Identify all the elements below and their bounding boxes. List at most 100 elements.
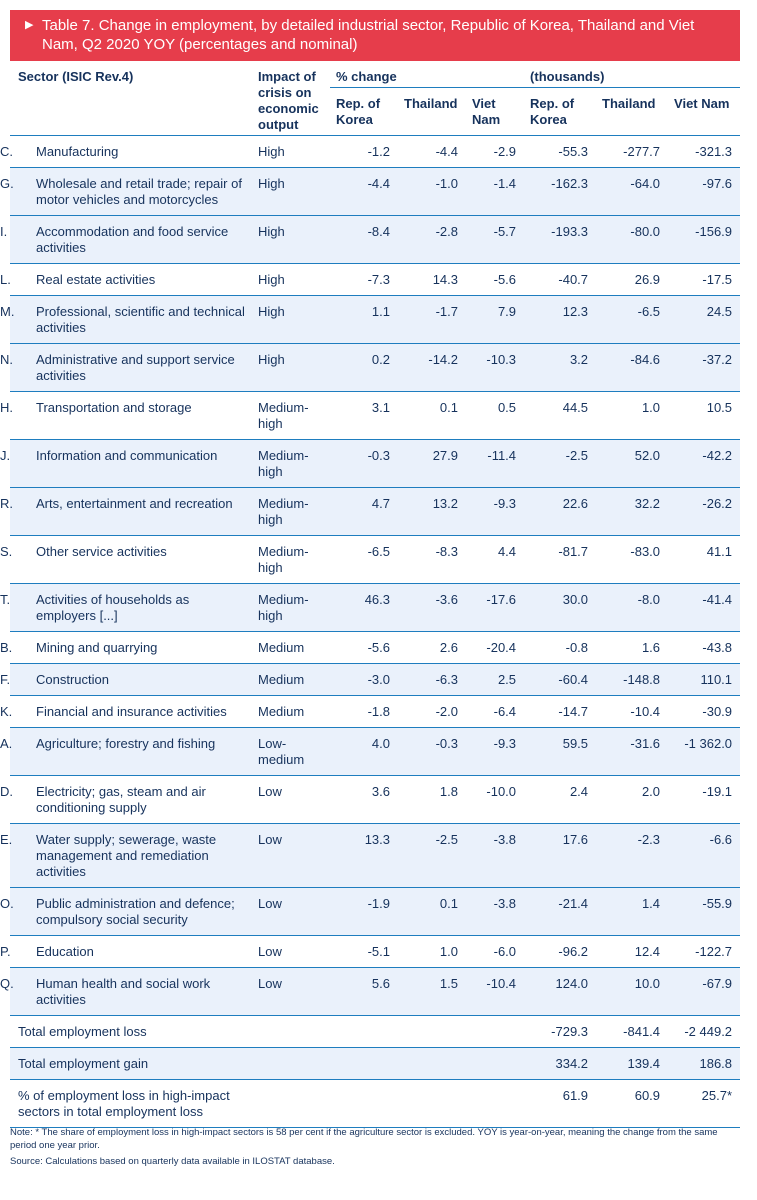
source-text: Source: Calculations based on quarterly … [10,1156,335,1167]
sector-code: K. [0,704,13,719]
impact-cell: Medium-high [258,544,309,575]
pct-value-cell: -2.8 [435,224,458,239]
thou-value-cell: -156.9 [695,224,733,239]
pct-value-cell: 1.8 [439,784,458,799]
pct-value-cell: -4.4 [435,144,458,159]
sector-cell: R. Arts, entertainment and recreation [0,488,252,536]
sector-cell: N. Administrative and support service act… [0,344,252,392]
thou-value-cell: 1.4 [641,896,661,911]
sector-name: Electricity; gas, steam and air conditio… [36,784,206,815]
table-row: H. Transportation and storage Medium-high 3… [0,392,741,440]
thou-value-cell: 10.5 [706,400,733,415]
sector-code: J. [0,448,11,463]
table-row: C. Manufacturing High -1.2 -4.4 -2.9 -55.3 -277… [0,136,741,168]
total-value-cell: 139.4 [627,1056,661,1071]
thou-value-cell: 110.1 [700,672,733,687]
thou-value-cell: -30.9 [702,704,733,719]
impact-cell: Medium-high [258,592,309,623]
pct-value-cell: 4.7 [371,496,390,511]
thou-value-cell: -2.3 [637,832,661,847]
thou-value-cell: -43.8 [702,640,733,655]
sector-name: Accommodation and food service activitie… [36,224,229,255]
employment-table: Sector (ISIC Rev.4) Impact of crisis on … [0,66,741,1128]
impact-cell: High [258,304,285,319]
sector-code: P. [0,944,11,959]
thou-value-cell: 22.6 [562,496,589,511]
table-notes: Note: * The share of employment loss in … [10,1126,745,1168]
impact-cell: Low [258,784,282,799]
sector-cell: H. Transportation and storage [0,392,252,440]
sector-cell: E. Water supply; sewerage, waste manageme… [0,824,252,888]
impact-cell: Medium-high [258,448,309,479]
total-row: Total employment gain 334.2 139.4 186.8 [10,1047,741,1080]
thou-value-cell: -37.2 [702,352,733,367]
pct-value-cell: 0.5 [497,400,517,415]
total-value-cell: 334.2 [555,1056,589,1071]
note-text: Note: * The share of employment loss in … [10,1127,718,1151]
table-row: A. Agriculture; forestry and fishing Low-m… [0,727,741,776]
thou-value-cell: -80.0 [630,224,661,239]
thou-value-cell: 2.4 [569,784,589,799]
sector-cell: F. Construction [0,664,252,696]
pct-value-cell: -1.9 [367,896,390,911]
pct-value-cell: 1.5 [439,976,458,991]
pct-value-cell: -2.5 [435,832,458,847]
pct-value-cell: -20.4 [486,640,517,655]
thou-value-cell: 26.9 [634,272,661,287]
header-impact: Impact of crisis on economic output [258,69,319,132]
sector-name: Manufacturing [36,144,119,159]
pct-value-cell: -1.2 [367,144,390,159]
table-row: Q. Human health and social work activitie… [0,967,741,1016]
sector-name: Human health and social work activities [36,976,211,1007]
thou-value-cell: 10.0 [634,976,661,991]
impact-cell: Medium [258,672,305,687]
impact-cell: High [258,272,285,287]
sector-code: O. [0,896,14,911]
thou-value-cell: 12.4 [634,944,661,959]
pct-value-cell: 3.6 [371,784,390,799]
thou-value-cell: -10.4 [630,704,661,719]
total-row: Total employment loss -729.3 -841.4 -2 449.… [10,1016,741,1048]
thou-value-cell: -277.7 [623,144,661,159]
sector-code: L. [0,272,11,287]
impact-cell: High [258,176,285,191]
pct-value-cell: -8.3 [435,544,458,559]
thou-value-cell: -55.9 [702,896,733,911]
thou-value-cell: -64.0 [630,176,661,191]
table-row: R. Arts, entertainment and recreation Medi… [0,487,741,536]
pct-value-cell: -10.3 [486,352,517,367]
pct-value-cell: -5.7 [493,224,517,239]
thou-value-cell: -321.3 [695,144,733,159]
thou-value-cell: -40.7 [558,272,589,287]
thou-value-cell: 3.2 [569,352,589,367]
thou-value-cell: 32.2 [634,496,661,511]
total-value-cell: 25.7* [701,1088,733,1103]
pct-value-cell: -1.4 [493,176,517,191]
sector-name: Wholesale and retail trade; repair of mo… [36,176,242,207]
table-row: B. Mining and quarrying Medium -5.6 2.6 -20.4… [0,632,741,664]
pct-value-cell: -5.1 [367,944,390,959]
pct-value-cell: 7.9 [497,304,517,319]
sector-name: Activities of households as employers [.… [36,592,190,623]
pct-value-cell: 0.2 [371,352,390,367]
total-label: Total employment gain [10,1048,524,1080]
sector-cell: T. Activities of households as employers … [0,584,252,632]
sector-cell: S. Other service activities [0,536,252,584]
table-row: E. Water supply; sewerage, waste manageme… [0,823,741,888]
pct-value-cell: 4.4 [497,544,517,559]
header-pct-change: % change [330,66,525,88]
table-row: N. Administrative and support service act… [0,343,741,392]
sector-code: D. [0,784,13,799]
sector-code: B. [0,640,13,655]
pct-value-cell: 0.1 [439,400,458,415]
thou-value-cell: 44.5 [562,400,589,415]
thou-value-cell: -83.0 [630,544,661,559]
thou-value-cell: -60.4 [558,672,589,687]
thou-value-cell: -14.7 [558,704,589,719]
sector-name: Professional, scientific and technical a… [36,304,245,335]
table-row: K. Financial and insurance activities Medi… [0,696,741,728]
thou-value-cell: -42.2 [702,448,733,463]
header-pct-thailand: Thailand [404,96,458,111]
sector-cell: B. Mining and quarrying [0,632,252,664]
thou-value-cell: -0.8 [565,640,589,655]
